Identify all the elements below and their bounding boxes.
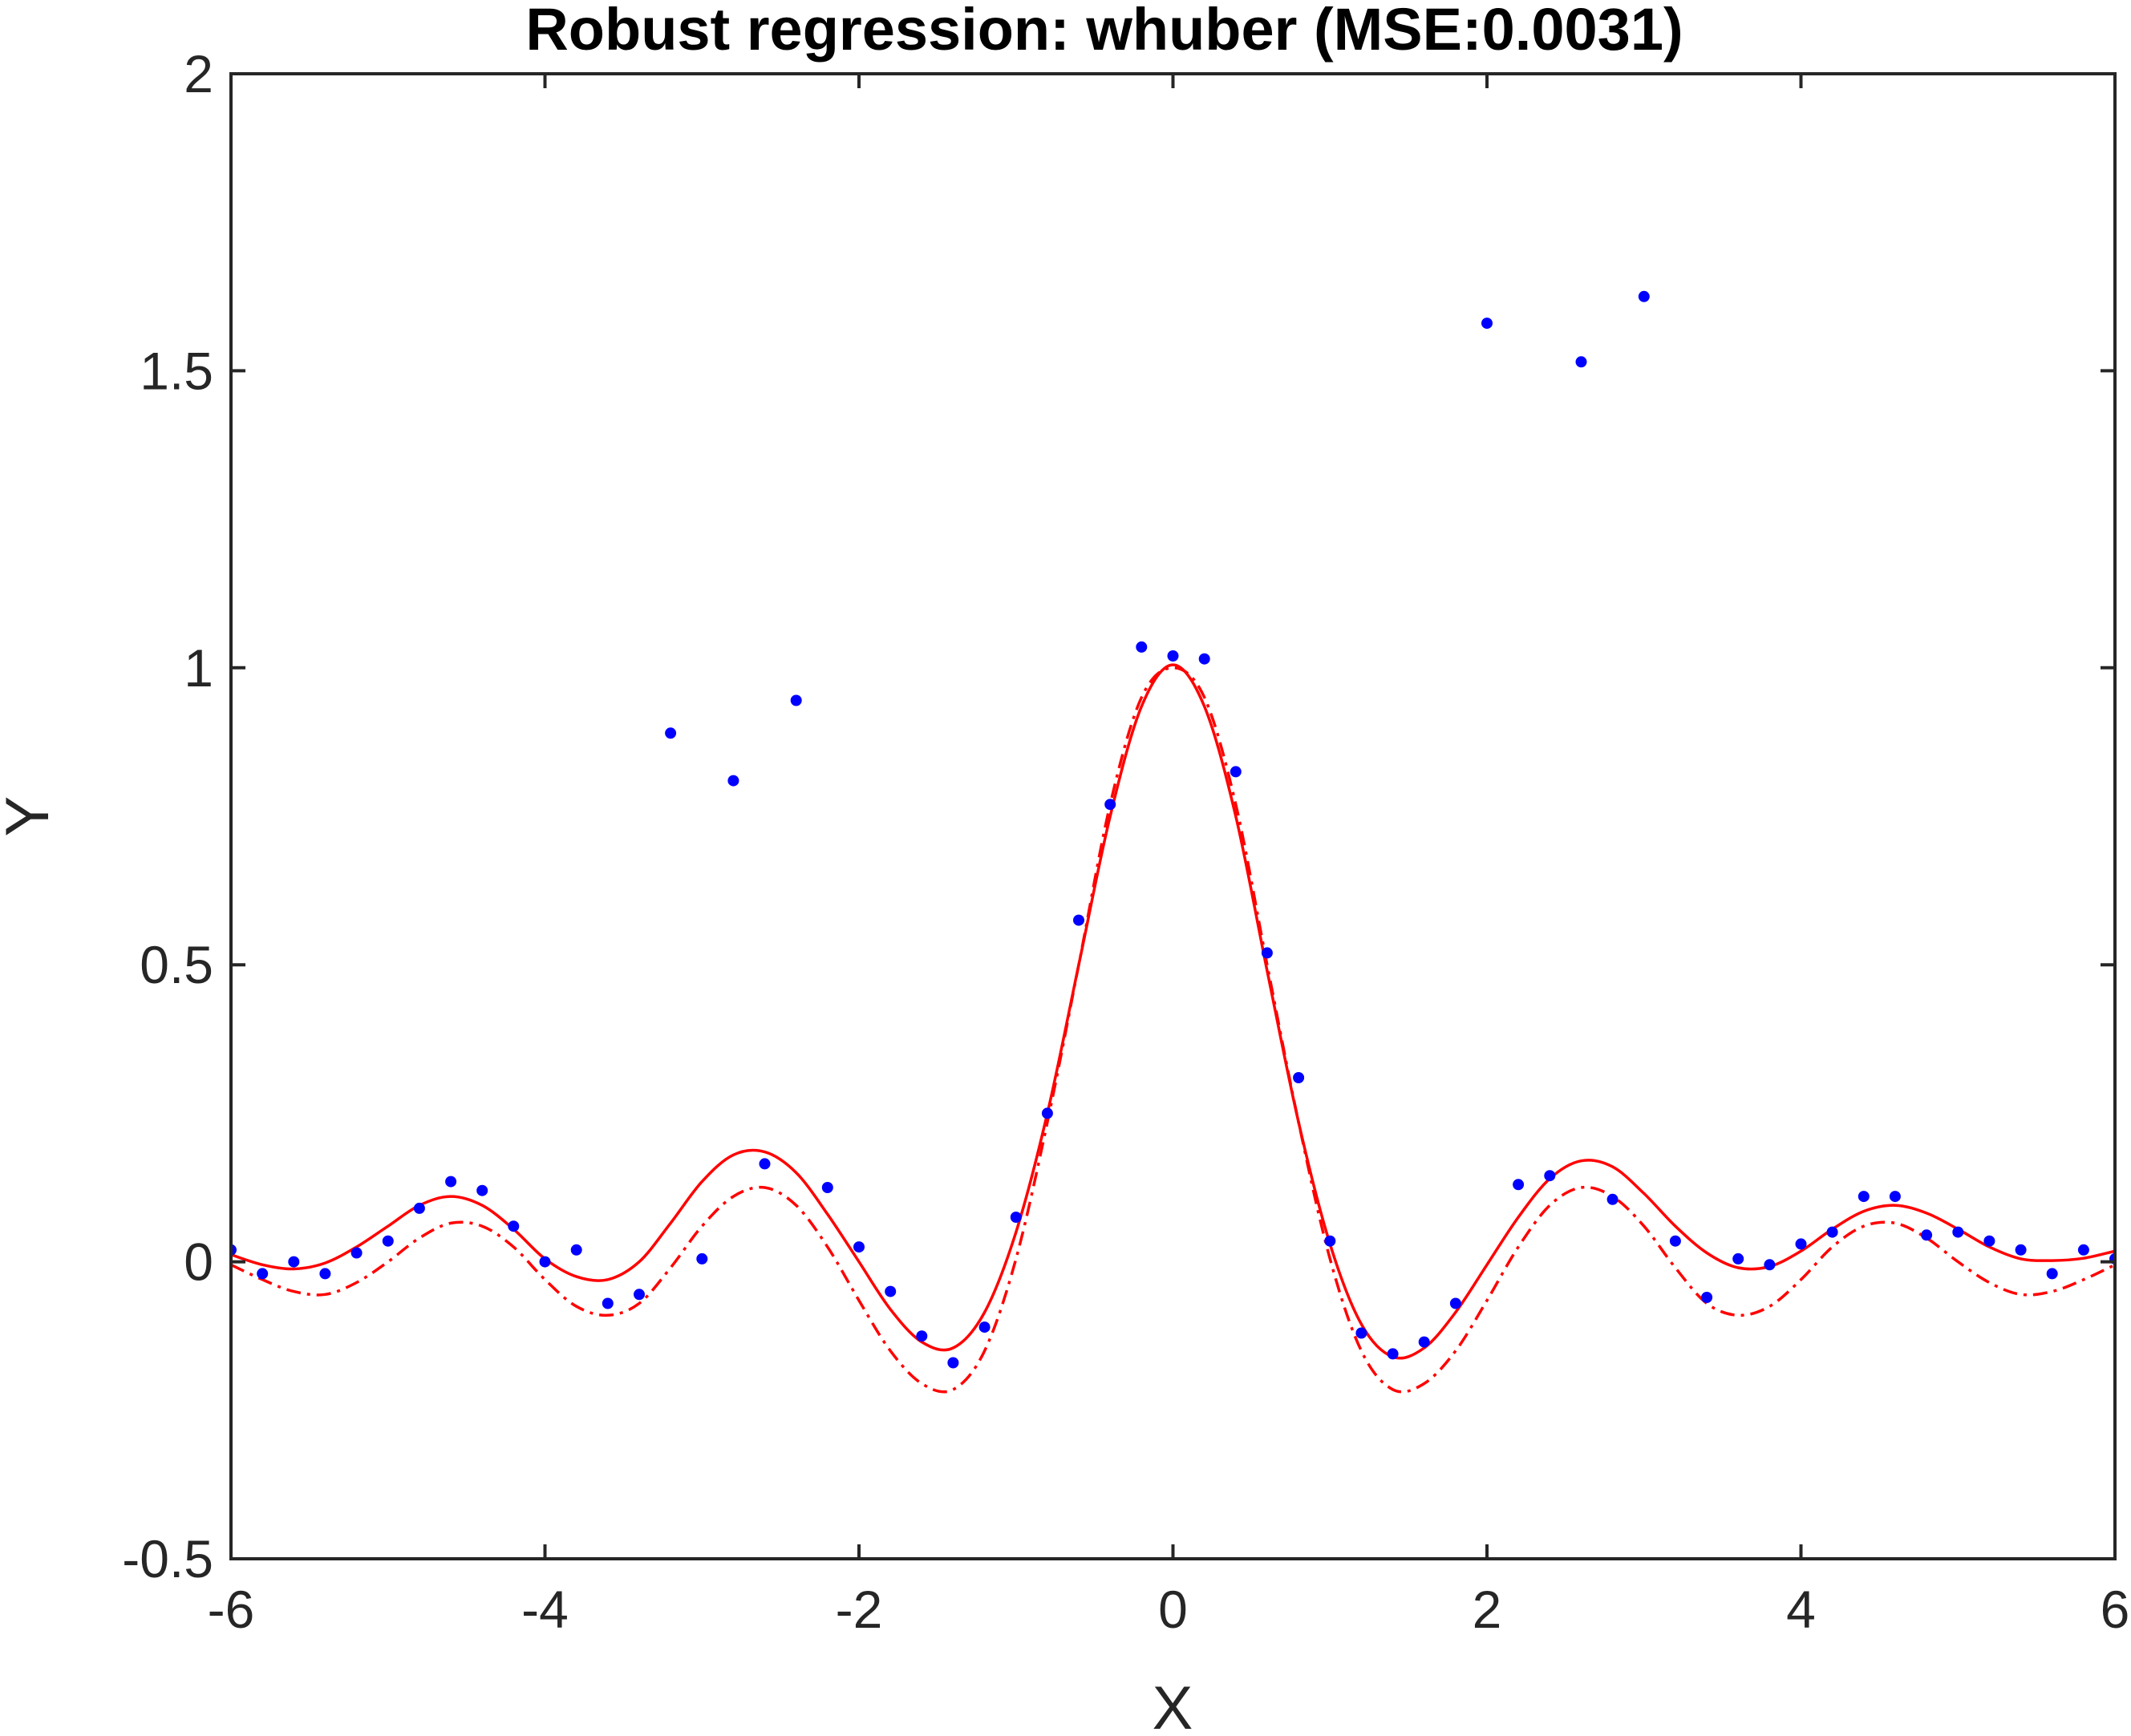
data-point (1921, 1229, 1933, 1241)
x-tick-label: 6 (2101, 1580, 2130, 1639)
x-tick-label: -4 (521, 1580, 569, 1639)
data-point (288, 1256, 300, 1268)
y-tick-label: 1.5 (140, 341, 213, 400)
data-point (1826, 1226, 1838, 1238)
data-point (1167, 650, 1179, 662)
x-tick-label: -6 (208, 1580, 255, 1639)
data-point (1104, 799, 1116, 811)
data-point (2077, 1244, 2089, 1256)
data-point (665, 727, 677, 739)
data-point (1198, 653, 1210, 665)
x-axis-label: X (1153, 1674, 1193, 1736)
data-point (570, 1244, 582, 1256)
data-point (319, 1268, 331, 1280)
data-point (508, 1220, 520, 1232)
data-point (1952, 1226, 1964, 1238)
data-point (602, 1297, 614, 1309)
data-point (696, 1252, 708, 1265)
data-point (350, 1247, 363, 1259)
ticks-layer: -6 -4 -2 0 2 4 6 -0.5 0 0.5 1 1.5 2 (122, 44, 2129, 1639)
data-point (1481, 318, 1493, 330)
data-point (634, 1289, 645, 1301)
y-tick-label: 1 (184, 638, 213, 698)
data-point (916, 1330, 928, 1342)
data-point (257, 1268, 269, 1280)
data-point (1418, 1336, 1430, 1348)
data-point (1073, 914, 1084, 926)
chart-title: Robust regression: whuber (MSE:0.0031) (525, 0, 1683, 63)
data-point (759, 1158, 771, 1170)
fit-curve-dashdot (231, 666, 2115, 1394)
data-point (1858, 1191, 1870, 1203)
y-tick-label: 0 (184, 1232, 213, 1292)
data-point (1230, 766, 1242, 778)
data-point (1606, 1193, 1619, 1205)
data-point (1669, 1235, 1681, 1247)
data-point (821, 1182, 833, 1193)
data-point (413, 1202, 425, 1214)
data-point (539, 1256, 551, 1268)
x-tick-label: -2 (836, 1580, 883, 1639)
data-point (1324, 1235, 1336, 1247)
y-tick-label: -0.5 (122, 1529, 213, 1588)
y-axis-label: Y (0, 796, 62, 837)
data-point (1638, 290, 1650, 302)
y-tick-label: 0.5 (140, 935, 213, 994)
data-point (382, 1235, 394, 1247)
series-layer (231, 290, 2115, 1394)
y-tick-label: 2 (184, 44, 213, 103)
axes-box (229, 72, 2117, 1560)
data-point (1983, 1235, 1995, 1247)
x-tick-label: 4 (1786, 1580, 1816, 1639)
data-point (885, 1285, 897, 1297)
data-point (1889, 1191, 1901, 1203)
data-point (1041, 1107, 1053, 1119)
data-point (1701, 1292, 1713, 1303)
data-point (790, 694, 802, 706)
data-point (445, 1176, 457, 1188)
data-point (2046, 1268, 2058, 1280)
data-point (727, 775, 739, 787)
data-point (1513, 1179, 1525, 1191)
data-point (1764, 1259, 1776, 1271)
data-point (1732, 1252, 1744, 1265)
data-point (1010, 1212, 1022, 1223)
x-tick-label: 2 (1473, 1580, 1502, 1639)
data-point (1136, 641, 1148, 653)
data-point (1449, 1297, 1461, 1309)
data-point (978, 1321, 991, 1333)
data-point (1544, 1170, 1556, 1182)
data-point (1795, 1238, 1807, 1250)
data-point (2015, 1244, 2027, 1256)
data-point (1293, 1072, 1305, 1083)
data-point (1575, 356, 1587, 368)
fit-curve-solid (231, 663, 2115, 1360)
data-point (1261, 947, 1273, 959)
data-point (1387, 1348, 1399, 1360)
data-point (947, 1357, 959, 1369)
x-tick-label: 0 (1158, 1580, 1188, 1639)
data-point (1355, 1327, 1367, 1339)
data-point (476, 1184, 488, 1196)
data-point (853, 1241, 865, 1253)
